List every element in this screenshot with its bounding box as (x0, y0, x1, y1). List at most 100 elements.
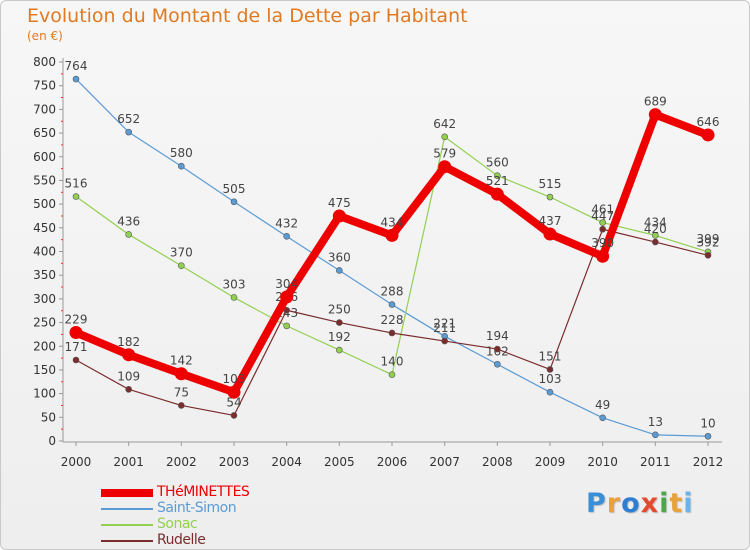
x-tick-label: 2001 (113, 455, 144, 469)
y-tick-label: 250 (33, 316, 56, 330)
data-point (230, 198, 238, 206)
data-label: 49 (595, 398, 610, 412)
data-label: 229 (65, 313, 88, 327)
x-tick-label: 2009 (535, 455, 566, 469)
chart-unit-label: (en €) (27, 29, 63, 43)
data-label: 689 (644, 95, 667, 109)
y-tick-label: 300 (33, 292, 56, 306)
data-label: 461 (591, 203, 614, 217)
logo-letter: t (669, 488, 684, 519)
data-point (441, 337, 448, 345)
data-point (494, 360, 501, 368)
data-point (230, 294, 238, 301)
data-point (122, 348, 136, 362)
y-tick-label: 0 (48, 434, 56, 448)
data-point (599, 414, 606, 422)
x-tick-label: 2002 (166, 455, 197, 469)
data-point (72, 356, 80, 364)
y-tick-label: 50 (41, 410, 56, 424)
data-point (336, 346, 343, 354)
legend-label: Rudelle (157, 532, 206, 548)
data-point (388, 301, 396, 308)
data-label: 436 (117, 214, 140, 228)
logo-letter: i (659, 488, 670, 519)
data-label: 304 (275, 277, 298, 291)
logo-letter: o (621, 488, 641, 519)
data-label: 652 (117, 112, 140, 126)
data-label: 211 (433, 321, 456, 335)
data-label: 764 (65, 59, 88, 73)
y-tick-label: 750 (33, 79, 56, 93)
x-tick-label: 2005 (324, 455, 355, 469)
data-label: 515 (539, 177, 562, 191)
data-point (280, 290, 294, 304)
data-point (178, 402, 185, 409)
series-saint-simon: 764652580505432360288221162103491310 (65, 59, 716, 440)
data-label: 560 (486, 156, 509, 170)
data-label: 288 (381, 285, 404, 299)
data-point (125, 128, 132, 136)
data-label: 171 (65, 340, 88, 354)
series-th-minettes: 229 182 142 103 304 475 434 579 521 437 390 689 646 (65, 95, 719, 399)
y-tick-label: 650 (33, 126, 56, 140)
x-tick-label: 2007 (429, 455, 460, 469)
y-tick-label: 800 (33, 55, 56, 69)
y-tick-label: 200 (33, 339, 56, 353)
data-label: 109 (117, 369, 140, 383)
y-tick-label: 400 (33, 245, 56, 259)
data-label: 580 (170, 146, 193, 160)
legend-label: Sonac (157, 516, 198, 532)
data-label: 642 (433, 117, 456, 131)
data-label: 437 (539, 214, 562, 228)
legend-swatch (101, 489, 153, 497)
x-tick-label: 2010 (587, 455, 618, 469)
data-point (178, 162, 185, 170)
data-point (72, 75, 80, 83)
data-point (599, 225, 606, 233)
data-point (388, 329, 396, 337)
logo-letter: r (606, 488, 622, 519)
data-label: 420 (644, 222, 667, 236)
chart-title: Evolution du Montant de la Dette par Hab… (27, 5, 468, 27)
data-point (546, 366, 554, 373)
y-tick-label: 700 (33, 102, 56, 116)
data-label: 370 (170, 246, 193, 260)
data-point (283, 233, 290, 240)
logo-letter: i (683, 488, 694, 519)
data-point (332, 209, 346, 223)
legend-label: Saint-Simon (157, 500, 237, 516)
data-label: 521 (486, 174, 509, 188)
y-tick-label: 600 (33, 150, 56, 164)
data-label: 221 (433, 316, 456, 330)
data-label: 390 (591, 236, 614, 250)
data-point (388, 371, 396, 378)
data-point (227, 385, 241, 399)
data-point (230, 412, 238, 419)
y-tick-label: 350 (33, 268, 56, 282)
data-point (701, 128, 715, 142)
data-label: 10 (700, 416, 715, 430)
data-label: 142 (170, 354, 193, 368)
y-tick-label: 500 (33, 197, 56, 211)
data-point (494, 345, 501, 353)
data-label: 75 (174, 385, 189, 399)
data-point (494, 172, 501, 179)
data-label: 516 (65, 177, 88, 191)
data-label: 151 (539, 349, 562, 363)
y-tick-label: 150 (33, 363, 56, 377)
data-point (178, 262, 185, 270)
data-point (648, 108, 662, 122)
legend-label: THéMINETTES (157, 484, 250, 500)
data-point (336, 319, 343, 326)
legend-swatch (101, 524, 153, 526)
data-point (543, 227, 557, 241)
data-point (652, 431, 659, 439)
data-label: 447 (591, 209, 614, 223)
x-tick-label: 2008 (482, 455, 513, 469)
data-point (596, 249, 610, 263)
data-label: 392 (697, 235, 720, 249)
proxiti-logo: Proxiti (586, 488, 694, 519)
x-tick-label: 2003 (219, 455, 250, 469)
data-label: 140 (381, 355, 404, 369)
x-tick-label: 2012 (693, 455, 724, 469)
